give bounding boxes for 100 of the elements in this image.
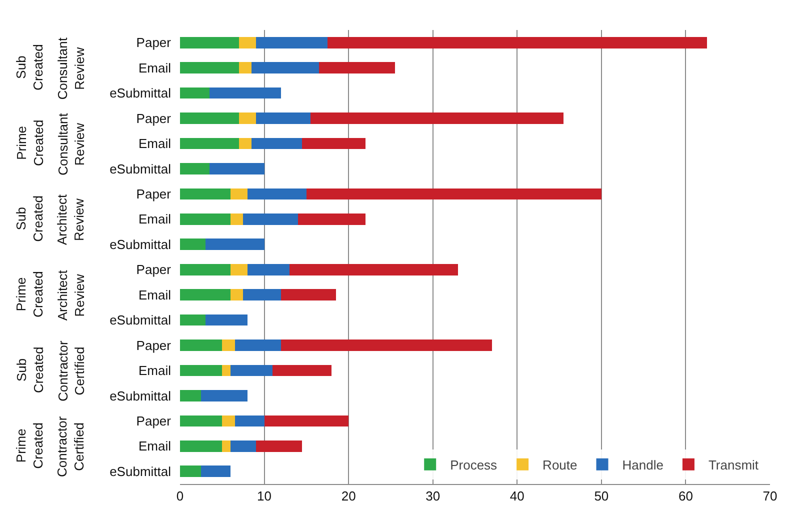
y-tick-label: Paper bbox=[136, 338, 172, 353]
bar bbox=[222, 364, 231, 376]
y-tick-label: Email bbox=[138, 136, 172, 152]
bar bbox=[252, 62, 320, 74]
bar bbox=[180, 213, 231, 225]
bar bbox=[230, 264, 248, 276]
bar bbox=[239, 62, 252, 74]
y-tick-label: Email bbox=[138, 212, 172, 227]
legend-label: Handle bbox=[622, 457, 664, 472]
x-tick-label: 70 bbox=[762, 488, 778, 504]
y-tick-label: Paper bbox=[136, 110, 172, 126]
bar bbox=[201, 466, 231, 478]
bar bbox=[180, 188, 231, 200]
bar bbox=[222, 415, 235, 427]
text: Contractor Certified bbox=[54, 416, 87, 478]
bar bbox=[281, 289, 336, 301]
y-tick-label: eSubmittal bbox=[110, 388, 172, 404]
x-tick-label: 40 bbox=[510, 488, 524, 504]
bar bbox=[252, 138, 302, 150]
text: Sub Created bbox=[14, 346, 46, 394]
y-tick-label: Paper bbox=[136, 262, 172, 278]
bar bbox=[230, 289, 244, 301]
bar bbox=[180, 112, 239, 124]
y-tick-label: Email bbox=[138, 363, 172, 378]
bar bbox=[247, 264, 290, 276]
text: Consultant Review bbox=[55, 112, 88, 176]
bar bbox=[205, 314, 248, 326]
legend-label: Transmit bbox=[708, 457, 759, 472]
text: Architect Review bbox=[55, 270, 87, 321]
bar bbox=[298, 213, 366, 225]
bar bbox=[328, 36, 707, 48]
bar bbox=[234, 415, 264, 427]
bar bbox=[239, 36, 256, 48]
y-tick-label: Email bbox=[138, 60, 172, 76]
bar bbox=[222, 340, 235, 351]
text: Sub Created bbox=[14, 44, 46, 90]
bar bbox=[230, 213, 244, 225]
bar bbox=[201, 390, 248, 402]
bar bbox=[222, 440, 231, 452]
bar bbox=[272, 364, 332, 376]
text: Sub Created bbox=[13, 195, 46, 242]
bar bbox=[180, 36, 239, 48]
text: Consultant Review bbox=[55, 37, 87, 100]
bar bbox=[243, 289, 282, 301]
bar bbox=[180, 390, 202, 402]
y-tick-label: Paper bbox=[136, 35, 172, 50]
y-tick-label: eSubmittal bbox=[110, 464, 172, 479]
bar bbox=[210, 87, 282, 99]
x-tick-label: 10 bbox=[257, 488, 272, 504]
bar bbox=[205, 238, 264, 250]
text: Prime Created bbox=[13, 422, 46, 469]
bar bbox=[247, 188, 306, 200]
y-tick-label: eSubmittal bbox=[110, 86, 172, 101]
bar bbox=[180, 364, 222, 376]
bar bbox=[310, 112, 564, 124]
x-tick-label: 20 bbox=[341, 488, 356, 504]
bar bbox=[180, 466, 202, 478]
bar bbox=[243, 213, 298, 225]
bar bbox=[180, 138, 239, 150]
bar bbox=[230, 364, 273, 376]
bar bbox=[319, 62, 395, 74]
bar bbox=[180, 87, 210, 99]
bar bbox=[256, 36, 328, 48]
bar bbox=[281, 340, 492, 351]
y-tick-label: eSubmittal bbox=[110, 236, 172, 252]
y-tick-label: Email bbox=[138, 438, 172, 454]
x-tick-label: 60 bbox=[678, 488, 693, 504]
bar bbox=[180, 440, 222, 452]
bar bbox=[180, 415, 222, 427]
bar bbox=[210, 163, 264, 174]
bar bbox=[239, 112, 256, 124]
y-tick-label: Email bbox=[138, 287, 172, 302]
bar bbox=[256, 112, 311, 124]
text: Architect Review bbox=[54, 194, 87, 246]
x-tick-label: 50 bbox=[594, 488, 609, 504]
bar bbox=[180, 238, 206, 250]
bar bbox=[180, 62, 239, 74]
bar bbox=[180, 163, 210, 174]
bar bbox=[306, 188, 602, 200]
legend-label: Route bbox=[542, 457, 578, 472]
bar bbox=[180, 289, 231, 301]
x-tick-label: 0 bbox=[176, 488, 184, 504]
x-tick-label: 30 bbox=[426, 488, 440, 504]
bar bbox=[264, 415, 349, 427]
bar bbox=[234, 340, 282, 351]
bar bbox=[256, 440, 302, 452]
bar bbox=[290, 264, 458, 276]
text: Prime Created bbox=[14, 271, 46, 318]
text: Contractor Certified bbox=[55, 340, 88, 402]
bar bbox=[302, 138, 366, 150]
y-tick-label: Paper bbox=[136, 413, 172, 428]
bar bbox=[180, 264, 231, 276]
y-tick-label: Paper bbox=[136, 186, 172, 202]
bar bbox=[180, 340, 222, 351]
bar bbox=[239, 138, 252, 150]
text: Prime Created bbox=[14, 120, 46, 166]
bar bbox=[180, 314, 206, 326]
y-tick-label: eSubmittal bbox=[110, 161, 172, 176]
bar bbox=[230, 440, 256, 452]
bar bbox=[230, 188, 248, 200]
